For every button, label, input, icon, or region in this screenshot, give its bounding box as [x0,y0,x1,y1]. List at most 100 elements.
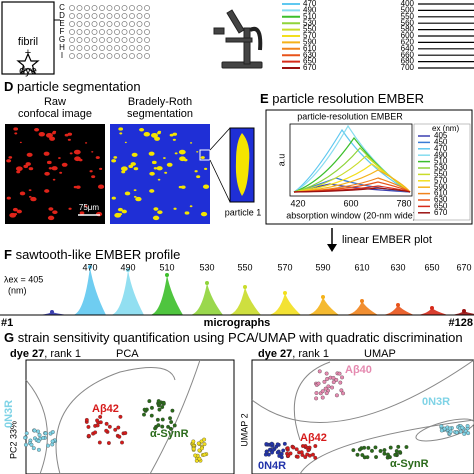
dye: dye 27 [10,348,44,360]
particle [130,162,136,166]
well [129,45,135,51]
particle [118,212,123,216]
particles [6,127,210,221]
well [136,45,143,51]
well [84,21,90,27]
cluster-label: 0N4R [258,460,286,472]
legend-label: 630 [434,195,448,204]
cluster-label: 0N3R [3,400,15,428]
panel-label: D [4,79,13,94]
point [264,449,269,454]
particle [67,138,71,141]
particle [204,167,208,170]
well [114,5,120,11]
well [106,29,113,35]
spectrum [293,128,411,193]
cluster-label: Aβ42 [300,432,327,444]
well [106,45,113,51]
particle [135,196,142,202]
row-label: G [59,35,65,44]
point [339,388,344,393]
x-tick-label: 420 [290,198,305,208]
microscope [213,9,263,69]
particle [38,132,45,137]
point [281,448,286,453]
point [170,408,175,413]
point [98,414,103,419]
well [99,5,105,11]
particle [152,215,160,221]
point [36,439,41,444]
sample-box [1,1,55,75]
particle [48,167,53,170]
peak [110,270,144,315]
well [136,21,143,27]
well [69,29,75,35]
particle [30,196,37,202]
point [202,442,207,447]
particle [15,166,23,172]
point [199,446,204,451]
legend-label: 640 [401,44,415,53]
spectrum [293,187,411,193]
particle [91,175,96,179]
point [191,446,196,451]
particle [16,209,22,214]
peak [344,301,378,315]
zoom-line [209,159,231,203]
point [320,389,325,394]
row-label: F [60,27,65,36]
y-label: a.u [276,154,286,167]
panel-d-title: D particle segmentation [4,79,141,94]
particle [150,132,158,138]
point [366,445,371,450]
particle [118,127,124,131]
point [106,441,111,445]
spectra [293,124,411,193]
well [114,13,120,19]
well [121,21,128,27]
particle [14,132,18,135]
point [334,378,339,382]
point [387,455,392,460]
point [439,428,444,433]
particle-shape [235,133,250,196]
well [76,29,83,35]
panel-label: F [4,247,12,262]
peak-label: 530 [199,262,214,272]
particle [113,156,118,159]
method: PCA [116,348,139,360]
point [341,391,345,396]
point [388,445,393,450]
peak-label: 490 [120,262,135,272]
well [76,5,83,11]
particle [47,215,55,221]
point [197,448,202,453]
well [69,5,75,11]
point [104,421,109,426]
peak-marker [165,273,169,277]
particle [74,156,81,162]
peak-label: 670 [456,262,471,272]
boundary [299,419,474,474]
well [114,37,120,43]
particle [91,151,94,153]
axis-label: PC2 33% [8,421,18,459]
well [136,5,143,11]
plot-title: particle-resolution EMBER [297,111,403,121]
particle [139,128,145,132]
point [382,448,387,453]
point [378,449,383,453]
point [104,428,109,433]
point [157,407,162,412]
particle [6,196,11,200]
point [286,453,291,458]
boundary [149,359,201,474]
legend-label: 570 [434,176,448,185]
legend-label: 670 [434,208,448,217]
point [338,380,343,385]
point [300,444,305,448]
particle [179,156,186,162]
point [351,448,356,453]
point [396,444,401,449]
